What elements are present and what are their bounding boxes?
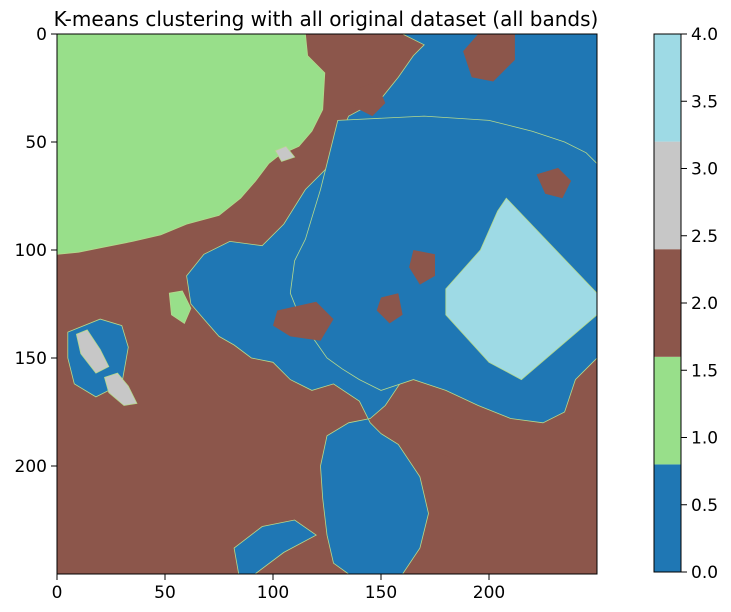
- y-tick-label: 200: [15, 457, 47, 477]
- y-tick-label: 150: [15, 349, 47, 369]
- colorbar-segment-class-2: [654, 249, 681, 357]
- colorbar-tick-label: 2.5: [691, 227, 718, 247]
- cluster-regions: [57, 34, 597, 574]
- x-tick-label: 50: [154, 583, 176, 603]
- heatmap-plot: [56, 33, 598, 575]
- colorbar-tick-label: 0.0: [691, 563, 718, 583]
- cluster-region-class-3: [104, 372, 138, 406]
- colorbar-tick-label: 4.0: [691, 25, 718, 45]
- colorbar-segment-class-3: [654, 141, 681, 250]
- cluster-region-class-2: [463, 34, 515, 82]
- cluster-region-class-2: [409, 250, 435, 285]
- x-tick-label: 100: [257, 583, 289, 603]
- chart-title: K-means clustering with all original dat…: [54, 7, 599, 31]
- cluster-region-class-4: [445, 197, 597, 381]
- x-tick-label: 200: [473, 583, 505, 603]
- colorbar-segment-class-1: [654, 356, 681, 465]
- y-tick-label: 50: [25, 133, 47, 153]
- cluster-region-class-3: [274, 145, 296, 162]
- colorbar-tick-label: 2.0: [691, 294, 718, 314]
- cluster-region-class-2: [273, 301, 334, 341]
- cluster-region-class-0: [233, 519, 317, 574]
- colorbar-segment-class-0: [654, 464, 681, 572]
- x-tick-label: 150: [365, 583, 397, 603]
- y-axis: 0 50 100 150 200: [15, 25, 57, 477]
- colorbar-ticks: 0.0 0.5 1.0 1.5 2.0 2.5 3.0 3.5 4.0: [681, 25, 718, 583]
- x-tick-label: 0: [52, 583, 63, 603]
- y-tick-label: 100: [15, 241, 47, 261]
- colorbar-segments: [654, 34, 681, 572]
- colorbar-tick-label: 3.0: [691, 160, 718, 180]
- colorbar-tick-label: 1.0: [691, 429, 718, 449]
- plot-frame: [56, 33, 598, 575]
- x-axis: 0 50 100 150 200: [52, 574, 505, 603]
- cluster-region-class-2: [376, 293, 403, 324]
- colorbar: 0.0 0.5 1.0 1.5 2.0 2.5 3.0 3.5 4.0: [653, 25, 718, 583]
- cluster-region-class-2: [355, 81, 386, 117]
- cluster-region-class-2: [428, 418, 468, 458]
- colorbar-tick-label: 1.5: [691, 361, 718, 381]
- cluster-region-class-3: [75, 329, 110, 374]
- cluster-region-class-1: [168, 290, 192, 324]
- colorbar-tick-label: 0.5: [691, 496, 718, 516]
- cluster-region-class-2: [536, 167, 572, 199]
- y-tick-label: 0: [36, 25, 47, 45]
- colorbar-segment-class-4: [654, 34, 681, 142]
- colorbar-tick-label: 3.5: [691, 92, 718, 112]
- cluster-region-class-1: [57, 34, 326, 255]
